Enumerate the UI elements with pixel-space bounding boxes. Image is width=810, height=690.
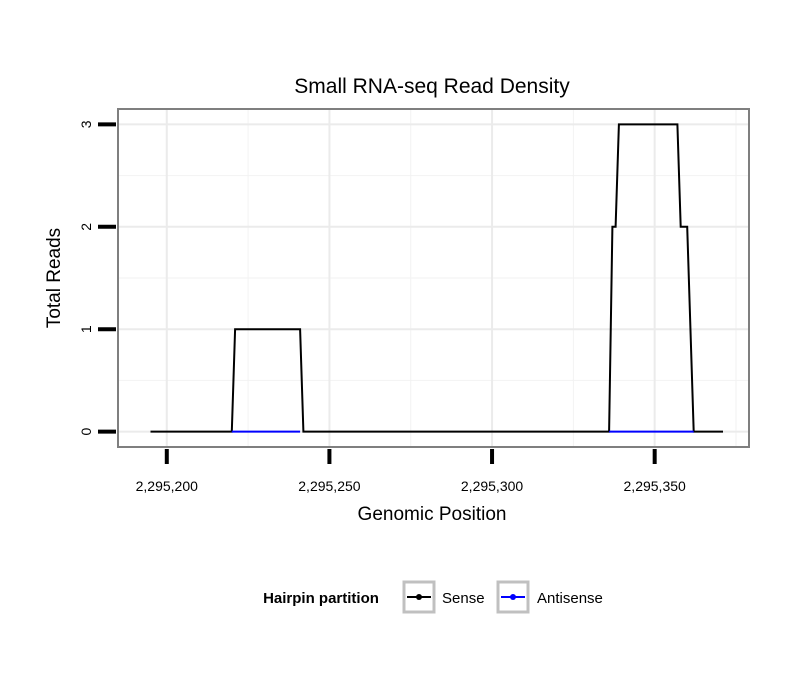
y-tick-label: 3 bbox=[78, 120, 94, 128]
legend-label-sense: Sense bbox=[442, 590, 485, 607]
series-line-sense bbox=[150, 123, 723, 433]
legend-key-sense bbox=[402, 580, 436, 614]
x-tick-label: 2,295,350 bbox=[624, 478, 686, 494]
x-tick-label: 2,295,250 bbox=[298, 478, 360, 494]
y-tick-label: 0 bbox=[78, 427, 94, 435]
y-tick-label: 2 bbox=[78, 223, 94, 231]
x-tick-label: 2,295,200 bbox=[136, 478, 198, 494]
legend-item-sense: Sense bbox=[402, 580, 485, 614]
y-axis-label: Total Reads bbox=[44, 228, 65, 328]
legend-label-antisense: Antisense bbox=[537, 590, 603, 607]
y-tick-label: 1 bbox=[78, 325, 94, 333]
plot-panel-border bbox=[117, 108, 750, 448]
x-axis-label: Genomic Position bbox=[358, 504, 507, 525]
legend-marker-antisense bbox=[510, 594, 516, 600]
x-tick-label: 2,295,300 bbox=[461, 478, 523, 494]
legend-item-antisense: Antisense bbox=[496, 580, 603, 614]
legend-title: Hairpin partition bbox=[263, 590, 379, 607]
series-layer bbox=[150, 123, 723, 433]
x-axis: 2,295,200 2,295,250 2,295,300 2,295,350 bbox=[136, 449, 686, 494]
grid-lines bbox=[118, 109, 749, 447]
legend: Hairpin partition Sense Antisense bbox=[263, 580, 603, 614]
legend-marker-sense bbox=[416, 594, 422, 600]
y-axis: 0 1 2 3 bbox=[78, 120, 116, 435]
chart-title: Small RNA-seq Read Density bbox=[294, 75, 570, 98]
